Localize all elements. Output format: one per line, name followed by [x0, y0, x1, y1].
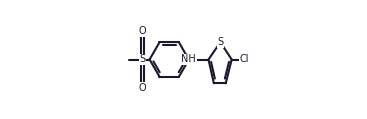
Text: S: S — [217, 37, 224, 47]
Text: S: S — [139, 55, 145, 64]
Text: Cl: Cl — [239, 55, 249, 64]
Text: O: O — [139, 26, 146, 36]
Text: O: O — [139, 83, 146, 93]
Text: NH: NH — [181, 55, 196, 64]
